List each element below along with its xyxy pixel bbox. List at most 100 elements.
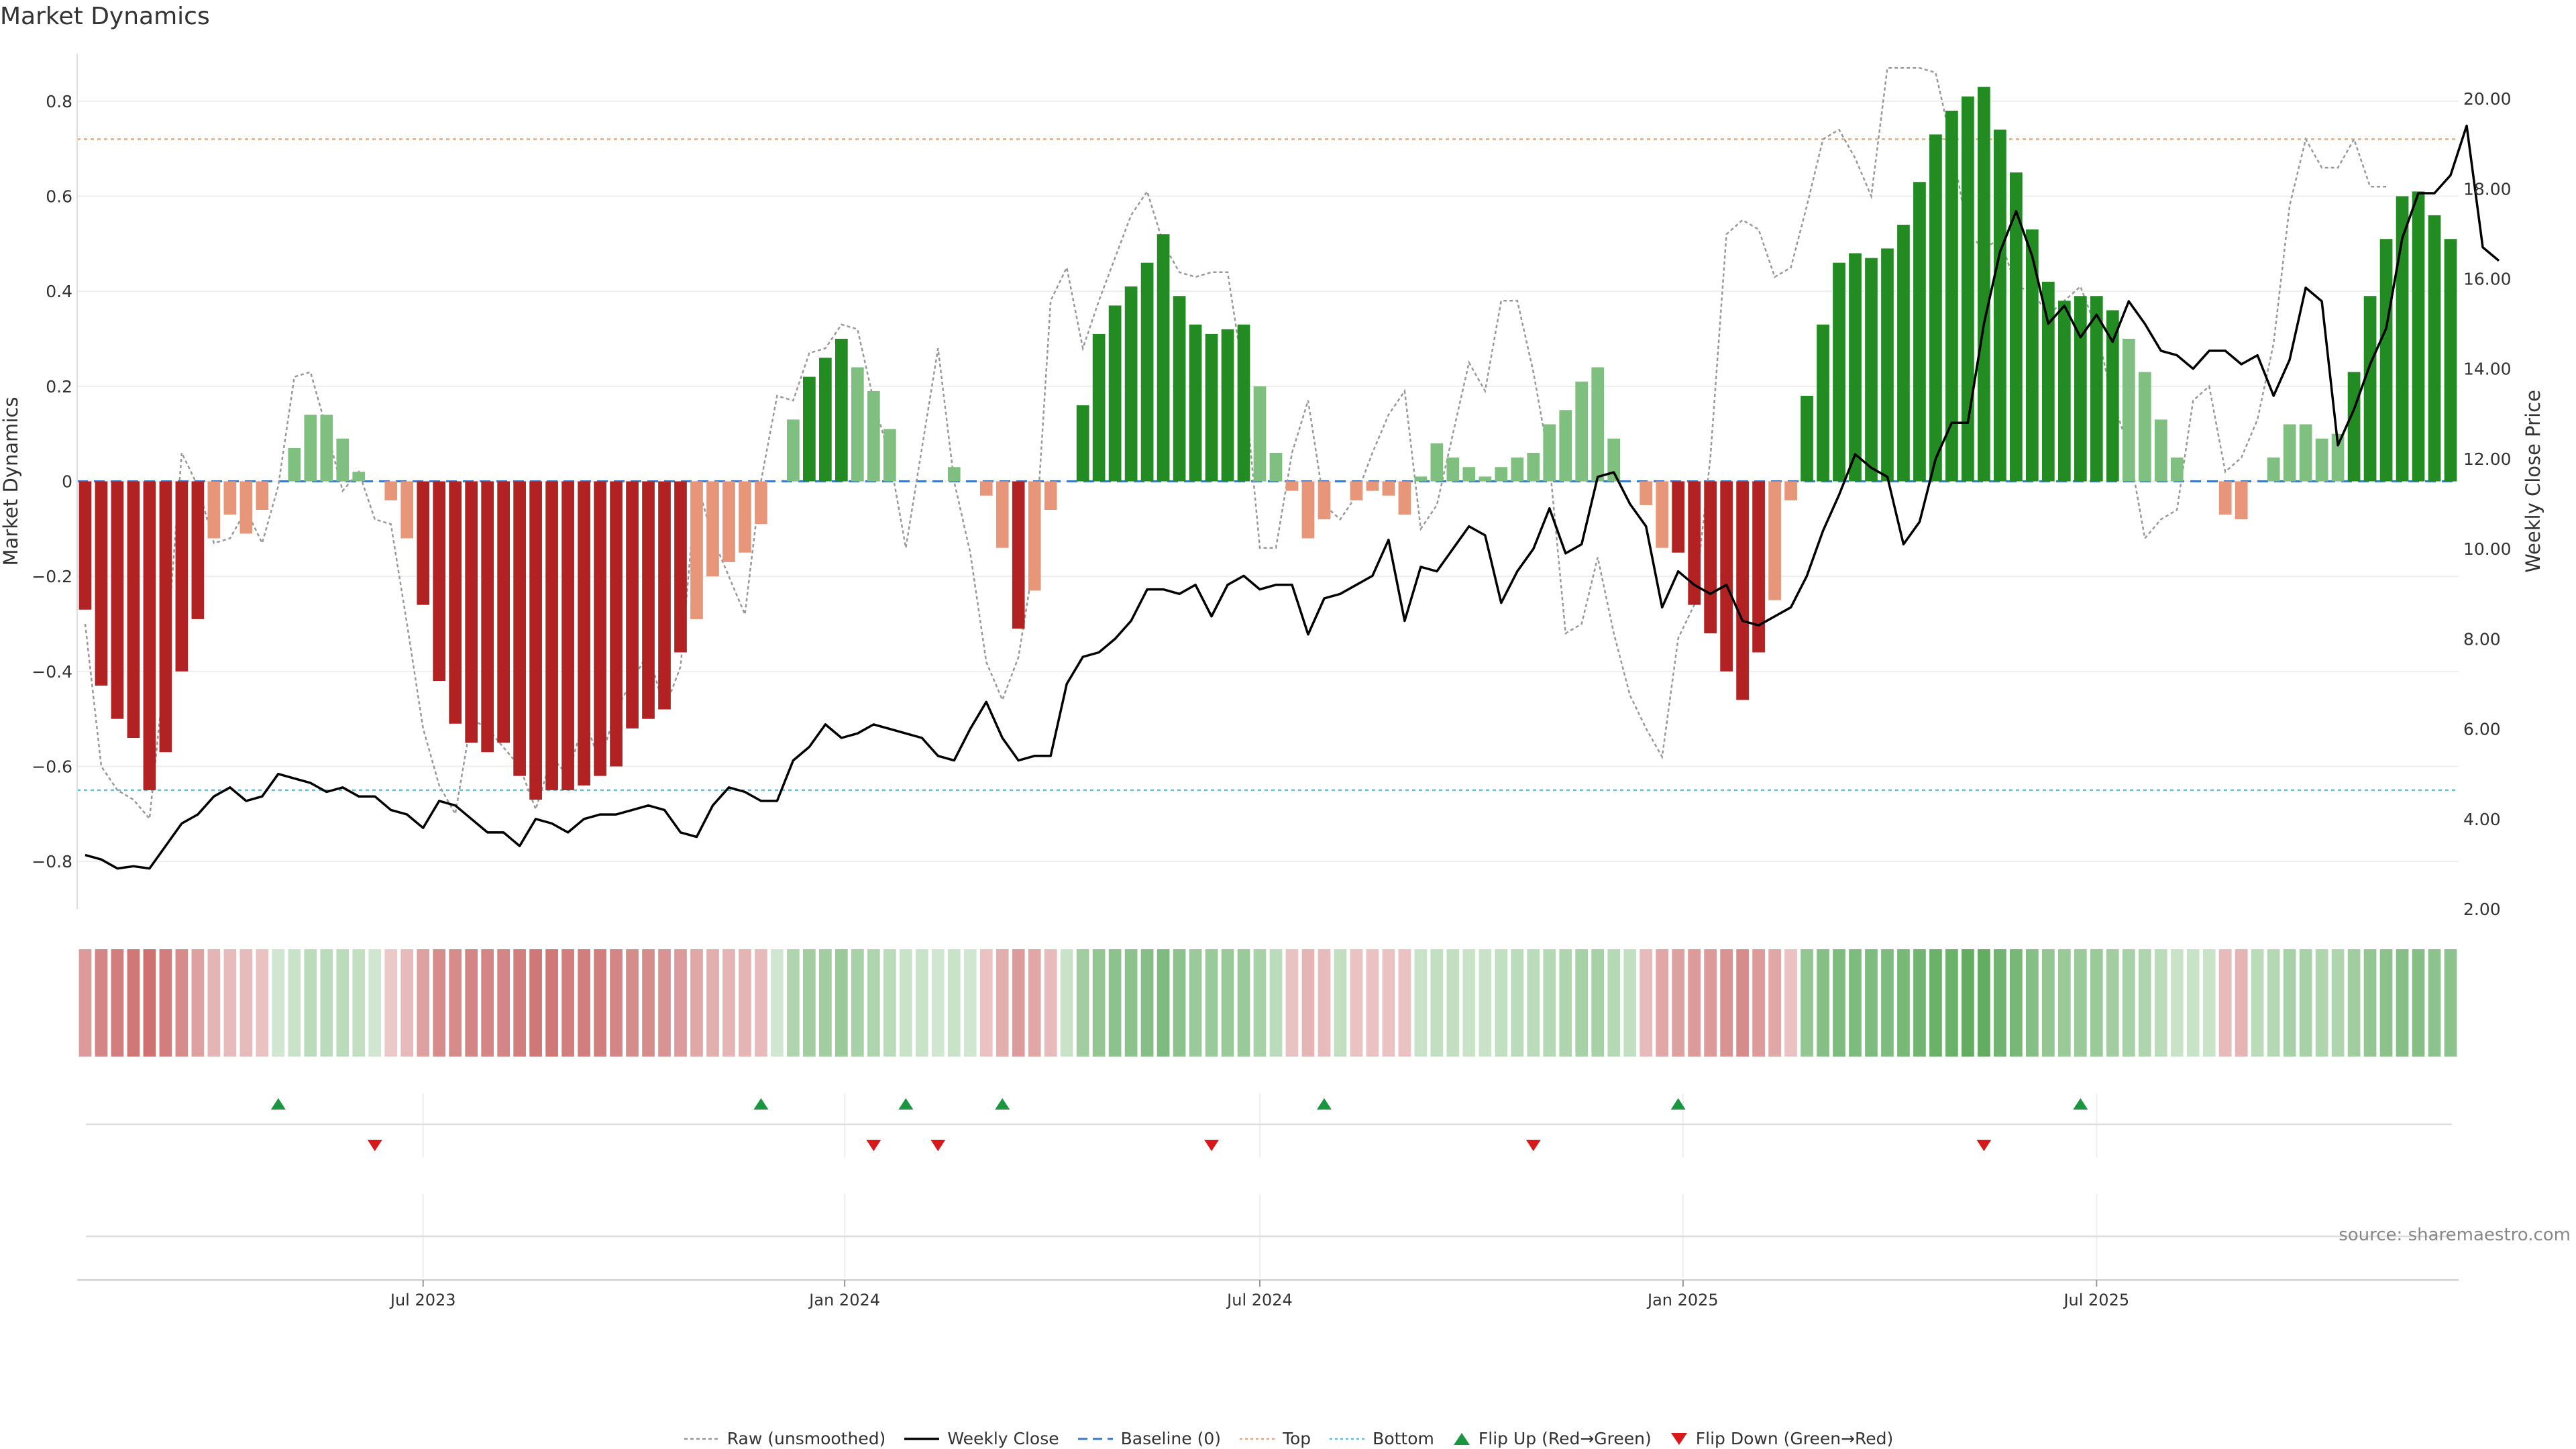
momentum-bar: [835, 339, 848, 482]
momentum-bar: [1205, 333, 1218, 482]
intensity-cell: [2202, 949, 2216, 1057]
legend: Raw (unsmoothed) Weekly Close Baseline (…: [0, 1429, 2576, 1448]
momentum-bar: [1945, 111, 1958, 482]
momentum-bar: [1285, 481, 1299, 491]
momentum-bar: [1221, 329, 1234, 482]
momentum-bar: [2154, 419, 2167, 482]
intensity-cell: [400, 949, 414, 1057]
intensity-cell: [2218, 949, 2232, 1057]
intensity-cell: [658, 949, 671, 1057]
legend-item-baseline: Baseline (0): [1077, 1429, 1221, 1448]
flip-up-marker: [898, 1098, 914, 1110]
intensity-cell: [352, 949, 366, 1057]
momentum-bar: [2090, 296, 2103, 482]
intensity-cell: [1656, 949, 1669, 1057]
intensity-cell: [1479, 949, 1492, 1057]
intensity-cell: [1253, 949, 1267, 1057]
y-axis-label: Market Dynamics: [0, 397, 22, 566]
momentum-bar: [947, 467, 961, 482]
momentum-bar: [578, 481, 590, 786]
intensity-cell: [1913, 949, 1926, 1057]
intensity-cell: [803, 949, 816, 1057]
momentum-bar: [1430, 443, 1444, 482]
legend-item-top: Top: [1238, 1429, 1311, 1448]
momentum-bar: [513, 481, 526, 776]
momentum-bar: [1994, 129, 2006, 482]
intensity-cell: [2315, 949, 2328, 1057]
intensity-cell: [1269, 949, 1283, 1057]
legend-item-close: Weekly Close: [903, 1429, 1059, 1448]
momentum-bar: [1784, 481, 1797, 500]
intensity-cell: [2235, 949, 2248, 1057]
legend-flip-up-icon: [1453, 1432, 1470, 1445]
intensity-cell: [384, 949, 398, 1057]
momentum-bar: [2218, 481, 2232, 515]
intensity-cell: [2106, 949, 2119, 1057]
intensity-cell: [1076, 949, 1089, 1057]
momentum-bar: [1817, 324, 1829, 482]
intensity-cell: [706, 949, 719, 1057]
momentum-bar: [851, 367, 864, 482]
intensity-cell: [787, 949, 800, 1057]
momentum-bar: [819, 358, 832, 482]
momentum-bar: [1092, 333, 1106, 482]
momentum-bar: [1414, 476, 1428, 482]
x-axis: Jul 2023 Jan 2024 Jul 2024 Jan 2025 Jul 2025: [77, 1279, 2459, 1309]
legend-item-flip-down: Flip Down (Green→Red): [1669, 1429, 1894, 1448]
flip-down-marker: [1525, 1140, 1541, 1151]
y-tick-label: 0.8: [46, 92, 72, 111]
legend-baseline-label: Baseline (0): [1120, 1429, 1221, 1448]
momentum-bar: [1640, 481, 1653, 505]
momentum-bar: [1543, 424, 1556, 482]
momentum-bar: [449, 481, 462, 724]
intensity-cell: [1720, 949, 1733, 1057]
intensity-cell: [2331, 949, 2345, 1057]
intensity-cell: [851, 949, 864, 1057]
momentum-bar: [1752, 481, 1765, 653]
flip-up-marker: [995, 1098, 1010, 1110]
legend-bottom-label: Bottom: [1373, 1429, 1434, 1448]
momentum-bar: [867, 390, 880, 482]
momentum-bar: [1849, 253, 1862, 482]
intensity-cell: [1301, 949, 1315, 1057]
momentum-bar: [2283, 424, 2296, 482]
flip-down-marker: [367, 1140, 382, 1151]
momentum-bar: [2010, 172, 2023, 482]
legend-close-label: Weekly Close: [947, 1429, 1059, 1448]
intensity-cell: [1849, 949, 1862, 1057]
y2-tick-label: 6.00: [2463, 720, 2501, 739]
legend-flip-down-label: Flip Down (Green→Red): [1695, 1429, 1894, 1448]
momentum-bar: [1720, 481, 1733, 672]
intensity-cell: [1929, 949, 1942, 1057]
y2-tick-label: 12.00: [2463, 449, 2512, 469]
intensity-cell: [1430, 949, 1444, 1057]
intensity-cell: [1092, 949, 1106, 1057]
x-tick-label: Jul 2025: [2062, 1291, 2129, 1309]
intensity-cell: [1124, 949, 1138, 1057]
momentum-bar: [1913, 182, 1926, 482]
momentum-bar: [433, 481, 446, 681]
y2-tick-label: 8.00: [2463, 629, 2501, 649]
y-tick-label: 0.4: [46, 282, 72, 301]
momentum-bar: [2412, 191, 2425, 482]
intensity-cell: [561, 949, 574, 1057]
momentum-bar: [1688, 481, 1701, 605]
momentum-bar: [111, 481, 124, 719]
intensity-cell: [320, 949, 333, 1057]
intensity-cell: [1881, 949, 1894, 1057]
momentum-bar: [1479, 476, 1492, 482]
intensity-cell: [1140, 949, 1154, 1057]
flip-down-marker: [930, 1140, 946, 1151]
momentum-bar: [658, 481, 671, 710]
momentum-bar: [1398, 481, 1411, 515]
momentum-bar: [1736, 481, 1749, 700]
momentum-bar: [594, 481, 606, 776]
momentum-bar: [1897, 225, 1910, 482]
intensity-cell: [2267, 949, 2280, 1057]
intensity-cell: [1752, 949, 1765, 1057]
weekly-close-series: [85, 124, 2500, 870]
momentum-bar: [497, 481, 510, 743]
intensity-cell: [127, 949, 140, 1057]
momentum-bar: [1672, 481, 1685, 553]
intensity-cell: [1527, 949, 1540, 1057]
